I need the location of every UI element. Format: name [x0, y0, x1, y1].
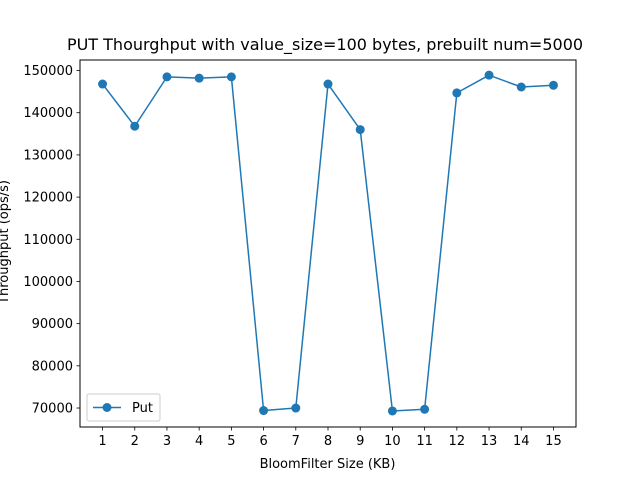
y-tick-label: 120000: [23, 191, 73, 206]
data-point: [355, 125, 365, 135]
x-tick-label: 13: [481, 434, 498, 449]
data-point: [259, 406, 269, 416]
x-tick-label: 11: [416, 434, 433, 449]
y-tick-label: 110000: [23, 233, 73, 248]
x-tick-label: 8: [324, 434, 332, 449]
x-tick-label: 4: [195, 434, 203, 449]
data-point: [226, 72, 236, 82]
axes: 1 2 3 4 5 6 7 8 9 10 11 12 13 14 157000080000900001000…: [23, 59, 577, 449]
y-tick-label: 70000: [32, 402, 73, 417]
data-point: [323, 79, 333, 89]
chart-title: PUT Thourghput with value_size=100 bytes…: [67, 35, 583, 55]
legend: Put: [86, 393, 161, 422]
data-point: [130, 121, 140, 131]
data-point: [98, 79, 108, 89]
y-tick-label: 90000: [32, 317, 73, 332]
x-tick-label: 5: [227, 434, 235, 449]
x-tick-label: 14: [513, 434, 530, 449]
x-tick-label: 9: [356, 434, 364, 449]
y-tick-label: 140000: [23, 106, 73, 121]
x-tick-label: 6: [259, 434, 267, 449]
x-tick-label: 15: [545, 434, 562, 449]
plot-frame: [79, 59, 577, 428]
legend-frame: [86, 393, 161, 422]
y-tick-label: 130000: [23, 148, 73, 163]
y-axis-label: Throughput (ops/s): [0, 180, 12, 305]
x-tick-label: 7: [292, 434, 300, 449]
x-tick-label: 1: [98, 434, 106, 449]
y-tick-label: 80000: [32, 359, 73, 374]
y-tick-label: 150000: [23, 64, 73, 79]
data-point: [162, 72, 172, 82]
legend-series-label: Put: [132, 401, 153, 416]
data-point: [452, 88, 462, 98]
x-tick-label: 2: [131, 434, 139, 449]
data-point: [291, 403, 301, 413]
data-point: [420, 404, 430, 414]
data-point: [516, 82, 526, 92]
data-point: [194, 73, 204, 83]
data-point: [548, 80, 558, 90]
legend-point-marker: [102, 403, 112, 412]
data-point: [387, 406, 397, 416]
y-tick-label: 100000: [23, 275, 73, 290]
x-axis-label: BloomFilter Size (KB): [260, 457, 396, 472]
x-tick-label: 10: [384, 434, 401, 449]
series-line: [101, 74, 554, 412]
plot-area: [98, 70, 558, 416]
data-point: [484, 70, 494, 80]
x-tick-label: 3: [163, 434, 171, 449]
x-tick-label: 12: [449, 434, 466, 449]
